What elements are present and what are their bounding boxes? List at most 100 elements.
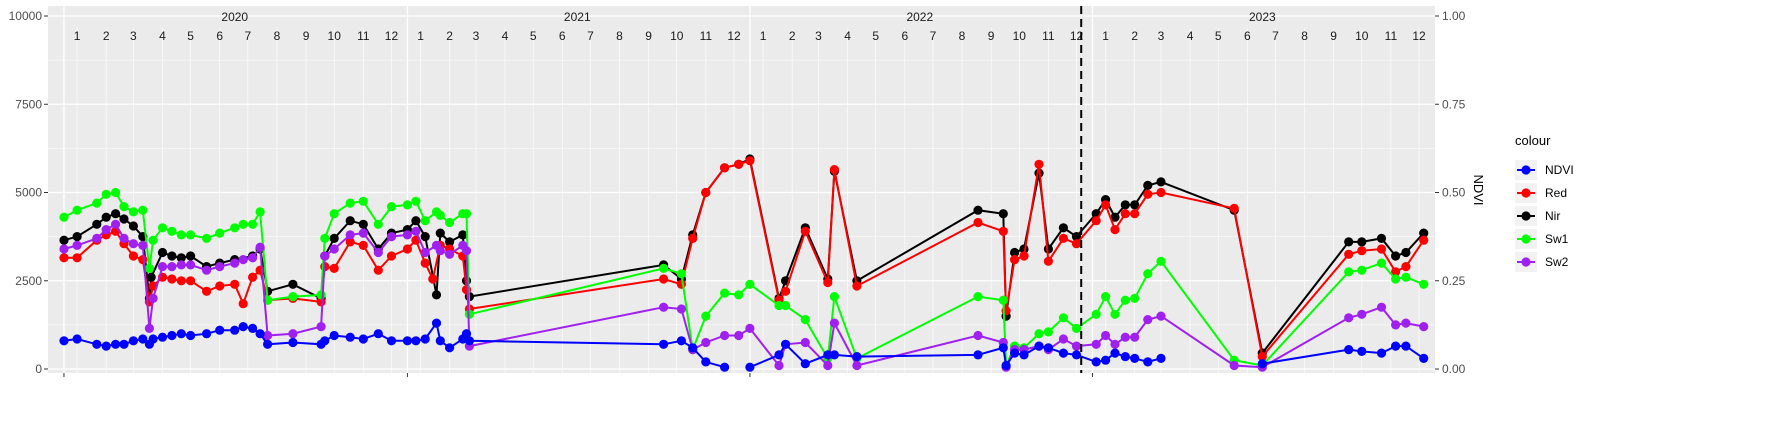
data-point-nir (431, 290, 442, 300)
month-label: 1 (74, 29, 81, 43)
data-point-ndvi (1357, 346, 1367, 356)
data-point-ndvi (288, 337, 298, 348)
month-label: 12 (1412, 29, 1426, 43)
data-point-red (1344, 249, 1354, 259)
data-point-sw2 (316, 322, 326, 332)
data-point-ndvi (1019, 350, 1029, 360)
data-point-ndvi (720, 362, 730, 372)
month-label: 1 (760, 29, 767, 43)
data-point-sw1 (1071, 323, 1082, 333)
data-point-sw1 (101, 189, 111, 199)
year-label: 2022 (906, 10, 933, 24)
data-point-red (1091, 216, 1101, 226)
data-point-sw1 (1156, 256, 1166, 266)
data-point-red (373, 265, 383, 275)
data-point-ndvi (1156, 353, 1166, 363)
data-point-ndvi (128, 336, 138, 346)
data-point-ndvi (1257, 359, 1267, 369)
data-point-sw1 (128, 207, 138, 217)
month-label: 3 (815, 29, 822, 43)
data-point-sw2 (202, 265, 212, 275)
y2-tick-label: 0.25 (1442, 274, 1466, 288)
plot-background (48, 6, 1435, 373)
month-label: 6 (1244, 29, 1251, 43)
data-point-ndvi (111, 339, 121, 349)
month-label: 7 (587, 29, 594, 43)
data-point-sw1 (176, 230, 186, 240)
data-point-sw2 (800, 337, 810, 348)
data-point-red (1419, 235, 1429, 245)
data-point-sw2 (1120, 332, 1130, 342)
data-point-sw1 (144, 263, 154, 273)
data-point-ndvi (386, 336, 397, 346)
data-point-sw2 (1110, 339, 1120, 349)
data-point-nir (1010, 247, 1020, 258)
data-point-red (1034, 159, 1044, 169)
data-point-ndvi (72, 334, 82, 344)
data-point-sw1 (1401, 272, 1411, 282)
data-point-sw1 (329, 209, 339, 219)
data-point-ndvi (1001, 360, 1011, 371)
data-point-ndvi (157, 332, 168, 342)
data-point-red (800, 226, 810, 236)
y-tick-label: 5000 (15, 186, 42, 200)
data-point-ndvi (431, 318, 442, 328)
data-point-red (1058, 233, 1068, 243)
data-point-sw2 (701, 337, 711, 348)
data-point-ndvi (829, 350, 840, 360)
month-label: 10 (328, 29, 342, 43)
data-point-ndvi (238, 322, 248, 332)
month-label: 3 (473, 29, 480, 43)
legend-key-point (1521, 211, 1531, 221)
data-point-red (358, 240, 368, 250)
data-point-ndvi (676, 336, 687, 346)
data-point-ndvi (138, 334, 148, 344)
data-point-nir (128, 221, 138, 231)
y2-tick-label: 0.50 (1442, 186, 1466, 200)
data-point-sw1 (659, 263, 669, 273)
data-point-sw1 (734, 290, 744, 300)
data-point-sw1 (157, 223, 168, 233)
data-point-sw2 (1101, 330, 1111, 341)
data-point-nir (458, 230, 468, 240)
data-point-sw2 (345, 230, 355, 240)
legend-label-sw1: Sw1 (1545, 232, 1569, 246)
data-point-sw2 (320, 251, 330, 261)
data-point-sw1 (92, 198, 102, 208)
data-point-sw2 (1229, 360, 1239, 371)
data-point-sw1 (1357, 265, 1367, 275)
data-point-sw2 (1091, 339, 1101, 349)
data-point-sw1 (373, 219, 383, 229)
data-point-ndvi (701, 357, 711, 367)
data-point-red (59, 253, 69, 263)
month-label: 1 (1102, 29, 1109, 43)
data-point-red (238, 299, 248, 309)
data-point-ndvi (800, 359, 810, 369)
data-point-sw1 (316, 290, 326, 300)
data-point-nir (998, 209, 1008, 219)
data-point-red (386, 251, 397, 261)
data-point-sw1 (119, 202, 129, 212)
data-point-ndvi (1120, 352, 1130, 362)
data-point-sw2 (101, 225, 111, 235)
data-point-ndvi (1034, 341, 1044, 351)
legend-key-point (1521, 188, 1531, 198)
data-point-red (167, 274, 177, 284)
data-point-red (1376, 244, 1387, 254)
data-point-sw1 (420, 216, 430, 226)
data-point-ndvi (461, 329, 472, 339)
data-point-sw2 (1071, 341, 1082, 351)
data-point-red (72, 253, 82, 263)
data-point-sw2 (402, 230, 412, 240)
data-point-nir (59, 235, 69, 245)
data-point-ndvi (445, 343, 455, 353)
data-point-sw2 (128, 239, 138, 249)
data-point-red (248, 272, 258, 282)
data-point-ndvi (1419, 353, 1429, 363)
month-label: 12 (727, 29, 741, 43)
data-point-sw2 (215, 262, 225, 272)
data-point-red (852, 281, 862, 291)
data-point-red (973, 217, 983, 228)
data-point-ndvi (1143, 357, 1153, 367)
data-point-nir (157, 247, 168, 258)
